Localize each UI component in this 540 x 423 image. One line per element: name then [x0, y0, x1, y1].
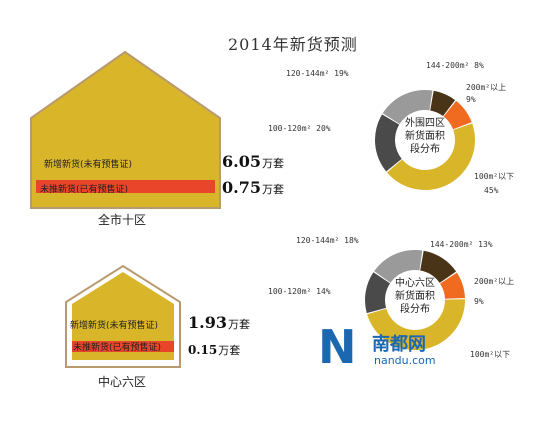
nandu-logo-mark: N	[318, 320, 356, 374]
donut-slice-4	[440, 272, 465, 299]
center-new-supply-value: 1.93万套	[188, 313, 250, 332]
outer-donut-center-line-1: 外围四区	[405, 118, 445, 129]
center-slice-label-200-plus: 200m²以上	[474, 277, 515, 286]
nandu-logo-site: nandu.com	[374, 354, 436, 367]
city-house-label: 全市十区	[98, 213, 147, 227]
outer-slice-label-200-plus: 200m²以上	[466, 83, 507, 92]
donut-slice-0	[367, 299, 465, 350]
city-unsold-label: 未推新货(已有预售证)	[40, 185, 129, 195]
center-donut-center-label: 中心六区 新货面积 段分布	[383, 277, 447, 316]
center-slice-label-144-200: 144-200m² 13%	[430, 240, 493, 249]
outer-slice-label-100-120: 100-120m² 20%	[268, 124, 331, 133]
outer-donut-center-line-3: 段分布	[410, 144, 440, 155]
city-unsold-value: 0.75万套	[222, 178, 284, 197]
outer-slice-label-200-plus-pct: 9%	[466, 95, 476, 104]
center-unsold-bar	[72, 341, 174, 352]
donut-slice-0	[386, 123, 475, 190]
outer-districts-donut-chart	[375, 90, 475, 190]
center-districts-donut-chart	[365, 250, 465, 350]
donut-slice-4	[443, 100, 472, 130]
donut-slice-2	[374, 250, 423, 283]
donut-hole	[396, 111, 454, 169]
outer-donut-center-line-2: 新货面积	[405, 131, 445, 142]
center-slice-label-200-plus-pct: 9%	[474, 297, 484, 306]
center-unsold-label: 未推新货(已有预售证)	[73, 343, 162, 353]
outer-slice-label-144-200: 144-200m² 8%	[426, 61, 484, 70]
outer-slice-label-under-100: 100m²以下	[474, 172, 515, 181]
city-house-graphic	[30, 50, 221, 209]
center-house-fill	[72, 272, 174, 360]
donut-slice-2	[382, 90, 433, 124]
city-new-supply-value: 6.05万套	[222, 152, 284, 171]
nandu-logo-name: 南都网	[372, 334, 426, 355]
donut-slice-3	[420, 250, 457, 283]
center-slice-label-under-100: 100m²以下	[470, 350, 511, 359]
donut-hole	[386, 271, 444, 329]
city-unsold-bar	[36, 180, 215, 193]
center-slice-label-120-144: 120-144m² 18%	[296, 236, 359, 245]
center-slice-label-100-120: 100-120m² 14%	[268, 287, 331, 296]
donut-slice-1	[365, 272, 391, 314]
donut-slice-1	[375, 114, 402, 172]
center-donut-center-line-2: 新货面积	[395, 291, 435, 302]
center-house-graphic	[65, 264, 181, 368]
center-donut-center-line-1: 中心六区	[395, 278, 435, 289]
outer-donut-center-label: 外围四区 新货面积 段分布	[393, 117, 457, 156]
center-unsold-value: 0.15万套	[188, 343, 241, 357]
center-donut-center-line-3: 段分布	[400, 304, 430, 315]
outer-slice-label-under-100-pct: 45%	[484, 186, 499, 195]
center-house-label: 中心六区	[98, 375, 147, 389]
donut-slice-3	[430, 90, 456, 117]
city-new-supply-label: 新增新货(未有预售证)	[44, 160, 133, 170]
chart-title: 2014年新货预测	[228, 35, 358, 54]
center-new-supply-label: 新增新货(未有预售证)	[70, 321, 159, 331]
city-house-body	[30, 50, 221, 209]
outer-slice-label-120-144: 120-144m² 19%	[286, 69, 349, 78]
